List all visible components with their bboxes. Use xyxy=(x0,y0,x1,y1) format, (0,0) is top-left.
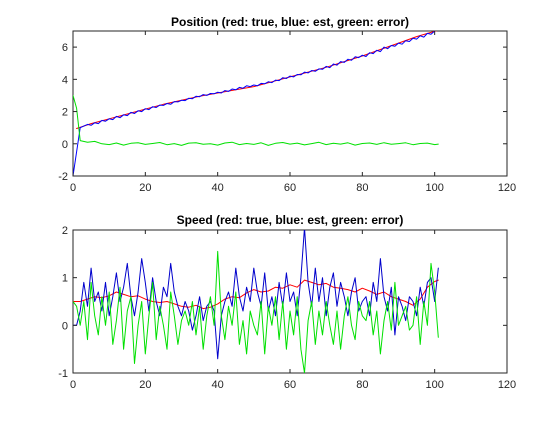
speed-series-est-line xyxy=(73,230,439,360)
position-chart-title: Position (red: true, blue: est, green: e… xyxy=(171,15,409,29)
position-x-tick-label: 20 xyxy=(139,182,151,194)
speed-chart-title: Speed (red: true, blue: est, green: erro… xyxy=(177,213,404,227)
speed-x-tick-label: 0 xyxy=(70,379,76,391)
position-y-tick-label: 2 xyxy=(62,107,68,119)
speed-y-tick-label: 1 xyxy=(62,273,68,285)
position-subplot: Position (red: true, blue: est, green: e… xyxy=(58,15,516,194)
position-x-tick-label: 0 xyxy=(70,182,76,194)
speed-y-tick-label: -1 xyxy=(58,368,68,380)
position-series-true-line xyxy=(76,31,438,129)
speed-x-tick-label: 120 xyxy=(498,379,516,391)
speed-series-error-line xyxy=(73,250,439,373)
speed-x-tick-label: 20 xyxy=(139,379,151,391)
speed-subplot: Speed (red: true, blue: est, green: erro… xyxy=(58,213,516,391)
position-x-tick-label: 40 xyxy=(212,182,224,194)
position-y-tick-label: 6 xyxy=(62,42,68,54)
position-x-tick-label: 120 xyxy=(498,182,516,194)
position-axes-box xyxy=(72,30,508,177)
speed-x-tick-label: 40 xyxy=(212,379,224,391)
position-y-tick-label: 0 xyxy=(62,139,68,151)
position-x-tick-label: 60 xyxy=(284,182,296,194)
position-x-tick-label: 80 xyxy=(356,182,368,194)
position-y-tick-label: -2 xyxy=(58,171,68,183)
speed-x-tick-label: 60 xyxy=(284,379,296,391)
position-y-tick-label: 4 xyxy=(62,74,68,86)
position-x-tick-label: 100 xyxy=(425,182,443,194)
speed-y-tick-label: 2 xyxy=(62,225,68,237)
speed-x-tick-label: 80 xyxy=(356,379,368,391)
speed-y-tick-label: 0 xyxy=(62,320,68,332)
speed-x-tick-label: 100 xyxy=(425,379,443,391)
position-series-est-line xyxy=(73,31,436,176)
position-series-error-line xyxy=(73,94,439,146)
